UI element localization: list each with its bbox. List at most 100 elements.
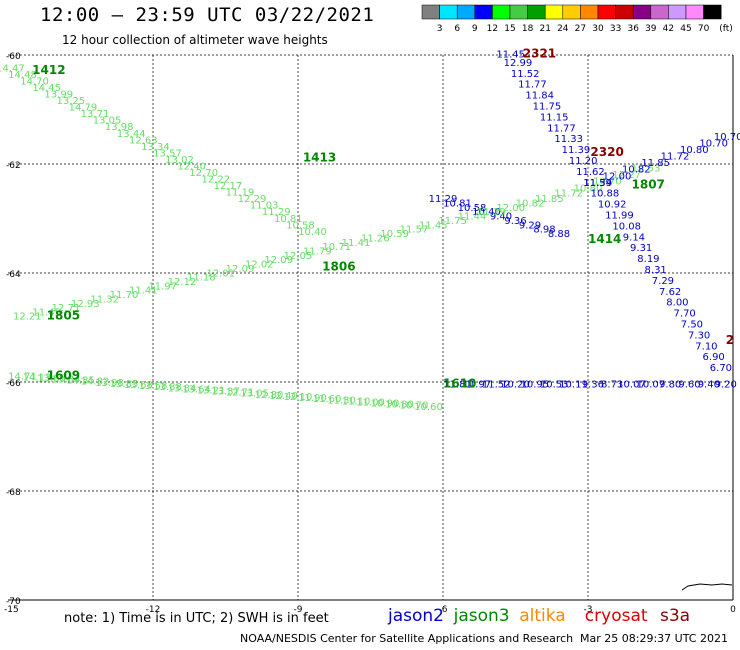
data-point-label: 11.77 <box>547 123 576 134</box>
data-point-label: 11.29 <box>262 207 291 218</box>
data-point-label: 10.80 <box>385 400 414 411</box>
data-point-label: 10.82 <box>516 199 545 210</box>
colorbar-label: 39 <box>645 24 657 34</box>
data-point-label: 13.88 <box>153 382 182 393</box>
colorbar-swatch <box>474 4 493 20</box>
colorbar-label: 12 <box>487 24 498 34</box>
data-point-label: 11.03 <box>250 201 279 212</box>
data-point-label: 13.05 <box>93 116 122 127</box>
data-point-label: 10.59 <box>380 229 409 240</box>
track-label: 1414 <box>588 232 621 246</box>
data-point-label: 10.60 <box>414 402 443 413</box>
x-tick-label: -12 <box>146 605 161 615</box>
data-point-label: 11.26 <box>361 233 390 244</box>
data-point-label: 10.40 <box>298 227 327 238</box>
data-point-label: 11.70 <box>110 290 139 301</box>
track-label: 1413 <box>303 150 336 164</box>
data-point-label: 11.33 <box>554 134 583 145</box>
data-point-label: 13.85 <box>110 379 139 390</box>
data-point-label: 11.85 <box>535 194 564 205</box>
data-point-label: 11.39 <box>562 145 591 156</box>
colorbar-swatch <box>509 4 528 20</box>
data-point-label: 11.20 <box>569 156 598 167</box>
data-point-label: 10.07 <box>637 379 666 390</box>
data-point-label: 10.80 <box>574 183 603 194</box>
colorbar-label: 45 <box>680 24 691 34</box>
y-tick-label: -68 <box>6 488 21 498</box>
colorbar-swatch <box>668 4 687 20</box>
data-point-label: 11.45 <box>496 50 525 61</box>
data-point-label: 10.88 <box>591 189 620 200</box>
data-point-label: 11.30 <box>327 395 356 406</box>
page-title: 12:00 – 23:59 UTC 03/22/2021 <box>40 4 375 26</box>
data-point-label: 12.53 <box>632 164 661 175</box>
data-point-label: 6.90 <box>703 352 725 363</box>
data-point-label: 12.09 <box>226 264 255 275</box>
data-point-label: 12.99 <box>504 58 533 69</box>
data-point-label: 7.62 <box>659 287 681 298</box>
data-point-label: 10.71 <box>322 242 351 253</box>
data-point-label: 13.21 <box>197 385 226 396</box>
colorbar-swatch <box>562 4 581 20</box>
data-point-label: 11.75 <box>533 102 562 113</box>
data-point-label: 10.81 <box>443 199 472 210</box>
data-point-label: 13.84 <box>52 375 81 386</box>
data-point-label: 13.37 <box>211 387 240 398</box>
data-point-label: 11.90 <box>298 393 327 404</box>
series-layer: 14.4714.4814.7014.4513.9913.2514.7913.71… <box>0 50 740 413</box>
track-label: 1807 <box>632 178 665 192</box>
colorbar-swatch <box>456 4 476 20</box>
data-point-label: 13.71 <box>81 109 110 120</box>
data-point-label: 12.10 <box>284 392 313 403</box>
colorbar-label: 70 <box>698 24 710 34</box>
data-point-label: 9.20 <box>715 379 737 390</box>
axes: -60 -62 -64 -66 -68 -70-15 -12 -9 -6 -3 0 <box>4 52 736 615</box>
data-point-label: 13.68 <box>37 373 66 384</box>
data-point-label: 12.63 <box>129 135 158 146</box>
y-tick-label: -66 <box>6 379 21 389</box>
data-point-label: 9.14 <box>623 232 645 243</box>
y-tick-label: -60 <box>6 52 21 62</box>
colorbar-label: 18 <box>522 24 534 34</box>
data-point-label: 7.29 <box>652 276 674 287</box>
track-label: 1806 <box>322 259 355 273</box>
data-point-label: 9.29 <box>519 220 541 231</box>
data-point-label: 12.09 <box>264 255 293 266</box>
data-point-label: 10.07 <box>617 379 646 390</box>
y-tick-label: -64 <box>6 270 21 280</box>
data-point-label: 10.82 <box>622 165 651 176</box>
colorbar-swatch <box>597 4 616 20</box>
colorbar-swatch <box>421 4 440 20</box>
data-point-label: 11.32 <box>90 294 119 305</box>
data-point-label: 10.95 <box>521 379 550 390</box>
data-point-label: 11.39 <box>583 178 612 189</box>
data-point-label: 11.54 <box>583 178 612 189</box>
data-point-label: 12.29 <box>238 194 267 205</box>
data-point-label: 11.19 <box>226 188 255 199</box>
data-point-label: 7.30 <box>688 330 710 341</box>
legend-cryosat: cryosat <box>584 606 648 626</box>
data-point-label: 11.39 <box>477 207 506 218</box>
data-point-label: 13.02 <box>165 155 194 166</box>
data-point-label: 10.70 <box>400 401 429 412</box>
data-point-label: 13.84 <box>168 383 197 394</box>
x-tick-label: -6 <box>439 605 448 615</box>
data-point-label: 11.57 <box>400 225 429 236</box>
data-point-label: 10.20 <box>501 379 530 390</box>
page-subtitle: 12 hour collection of altimeter wave hei… <box>62 33 328 47</box>
data-point-label: 13.98 <box>95 378 124 389</box>
data-point-label: 10.70 <box>593 177 622 188</box>
colorbar-swatch <box>703 4 722 20</box>
data-point-label: 10.92 <box>598 200 627 211</box>
colorbar-swatch <box>685 4 704 20</box>
data-point-label: 10.40 <box>472 207 501 218</box>
y-tick-label: -62 <box>6 161 21 171</box>
x-tick-label: -3 <box>584 605 593 615</box>
legend-jason2: jason2 <box>388 606 444 626</box>
data-point-label: 12.02 <box>245 260 274 271</box>
data-point-label: 9.40 <box>490 212 512 223</box>
data-point-label: 12.40 <box>177 161 206 172</box>
data-point-label: 14.47 <box>0 63 25 74</box>
data-point-label: 11.44 <box>458 212 487 223</box>
data-point-label: 10.58 <box>458 203 487 214</box>
